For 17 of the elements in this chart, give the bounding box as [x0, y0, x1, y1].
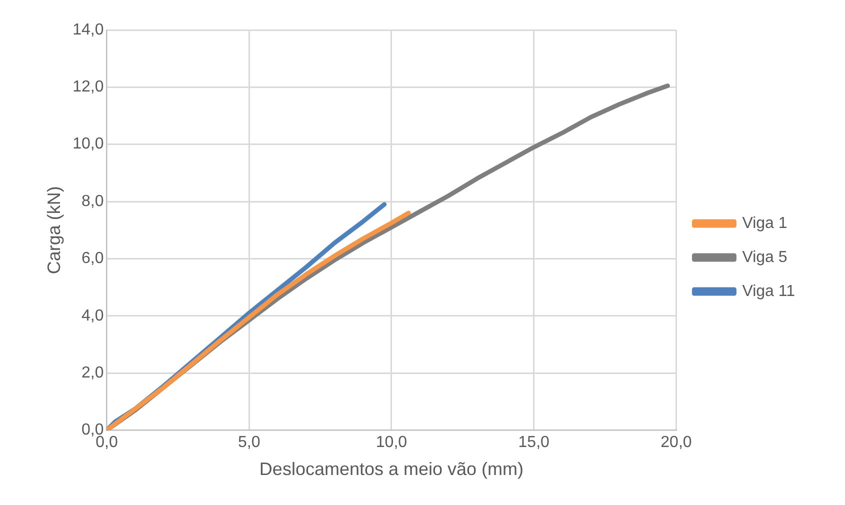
y-axis-title: Carga (kN) [44, 186, 64, 274]
legend-label: Viga 1 [742, 214, 788, 232]
x-tick-label: 5,0 [238, 434, 260, 452]
x-tick-label: 15,0 [518, 434, 550, 452]
y-tick-label: 14,0 [72, 21, 104, 38]
y-tick-label: 2,0 [81, 364, 104, 382]
x-axis-title: Deslocamentos a meio vão (mm) [259, 459, 524, 480]
y-tick-label: 10,0 [72, 136, 104, 153]
y-tick-label: 12,0 [72, 78, 104, 96]
x-tick-label: 0,0 [96, 434, 118, 452]
y-tick-label: 6,0 [81, 250, 104, 268]
legend-label: Viga 11 [742, 282, 796, 300]
y-tick-label: 4,0 [81, 307, 104, 324]
y-tick-label: 8,0 [81, 192, 104, 210]
x-tick-label: 10,0 [376, 434, 408, 452]
x-tick-label: 20,0 [660, 434, 692, 452]
legend-label: Viga 5 [742, 248, 788, 266]
